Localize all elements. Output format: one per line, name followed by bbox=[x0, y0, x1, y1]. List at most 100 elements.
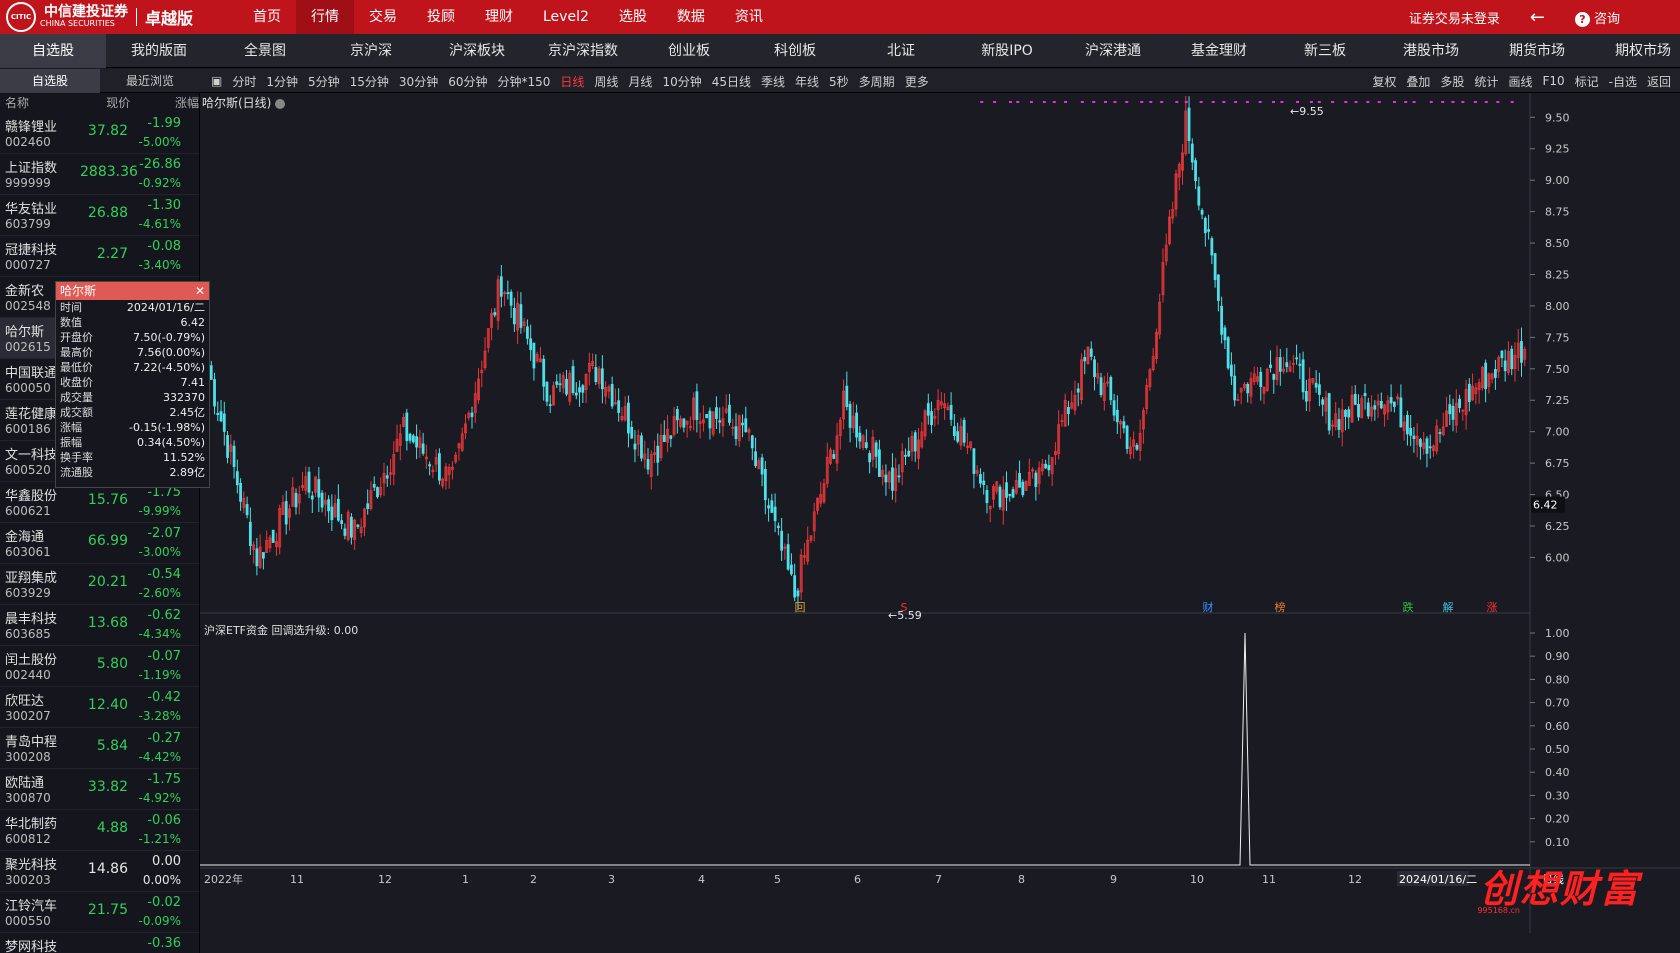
top-nav-item[interactable]: 资讯 bbox=[734, 9, 763, 25]
market-tab[interactable]: 科创板 bbox=[774, 43, 816, 59]
price-tick-label: 6.75 bbox=[1545, 457, 1570, 470]
list-item[interactable]: 中国联通 600050 bbox=[0, 359, 199, 400]
brand-logo[interactable]: CITIC 中信建投证券 CHINA SECURITIES 卓越版 bbox=[0, 0, 193, 34]
candle-body bbox=[643, 453, 647, 460]
market-tab[interactable]: 京沪深指数 bbox=[548, 43, 618, 59]
login-status[interactable]: 证券交易未登录 bbox=[1408, 11, 1500, 27]
top-nav-item[interactable]: Level2 bbox=[543, 9, 589, 25]
period-option[interactable]: 15分钟 bbox=[349, 74, 389, 89]
candle-body bbox=[731, 427, 735, 429]
kline-chart[interactable]: 哈尔斯(日线) 9.50 9.25 9.00 8.75 8.50 8.25 8.00 7.75 7… bbox=[200, 93, 1680, 953]
chart-tool-button[interactable]: 画线 bbox=[1508, 74, 1533, 89]
period-option[interactable]: 60分钟 bbox=[448, 74, 488, 89]
list-item[interactable]: 华鑫股份 600621 15.76 -1.75 -9.99% bbox=[0, 482, 199, 523]
market-tab[interactable]: 新三板 bbox=[1304, 43, 1346, 59]
period-option[interactable]: 年线 bbox=[795, 74, 820, 89]
chart-tool-button[interactable]: 叠加 bbox=[1406, 74, 1431, 89]
signal-dot bbox=[1354, 101, 1358, 103]
chart-tool-button[interactable]: -自选 bbox=[1608, 74, 1637, 89]
chart-tool-button[interactable]: 复权 bbox=[1372, 74, 1397, 89]
list-item[interactable]: 赣锋锂业 002460 37.82 -1.99 -5.00% bbox=[0, 113, 199, 154]
candle-body bbox=[346, 511, 350, 540]
market-tab[interactable]: 沪深板块 bbox=[449, 43, 505, 59]
market-tab[interactable]: 我的版面 bbox=[131, 43, 187, 59]
price-tick-label: 8.75 bbox=[1545, 206, 1570, 219]
candle-body bbox=[607, 386, 611, 392]
market-tab[interactable]: 期权市场 bbox=[1615, 43, 1671, 59]
chart-tool-button[interactable]: 多股 bbox=[1440, 74, 1465, 89]
period-option[interactable]: 30分钟 bbox=[398, 74, 439, 89]
period-option[interactable]: 1分钟 bbox=[266, 74, 298, 89]
list-item[interactable]: 江铃汽车 000550 21.75 -0.02 -0.09% bbox=[0, 892, 199, 933]
candle-body bbox=[1516, 342, 1520, 358]
period-option[interactable]: 5秒 bbox=[829, 74, 849, 89]
top-nav-item[interactable]: 投顾 bbox=[427, 9, 455, 25]
list-item[interactable]: 上证指数 999999 2883.36 -26.86 -0.92% bbox=[0, 154, 199, 195]
market-tab[interactable]: 全景图 bbox=[244, 43, 286, 59]
period-option[interactable]: 季线 bbox=[761, 74, 786, 89]
stock-code: 603685 bbox=[5, 627, 51, 641]
list-item[interactable]: 聚光科技 300203 14.86 0.00 0.00% bbox=[0, 851, 199, 892]
market-tab[interactable]: 基金理财 bbox=[1191, 43, 1247, 59]
market-tab[interactable]: 自选股 bbox=[0, 34, 106, 68]
market-tab[interactable]: 新股IPO bbox=[981, 43, 1033, 59]
period-option[interactable]: 日线 bbox=[560, 74, 585, 89]
chart-tool-button[interactable]: F10 bbox=[1542, 74, 1565, 88]
list-item[interactable]: 欧陆通 300870 33.82 -1.75 -4.92% bbox=[0, 769, 199, 810]
market-tab[interactable]: 京沪深 bbox=[350, 43, 392, 59]
list-item[interactable]: 晨丰科技 603685 13.68 -0.62 -4.34% bbox=[0, 605, 199, 646]
period-option[interactable]: 分钟*150 bbox=[497, 74, 551, 89]
period-option[interactable]: 多周期 bbox=[858, 74, 895, 89]
period-option[interactable]: 周线 bbox=[594, 74, 619, 89]
top-nav-item[interactable]: 行情 bbox=[296, 0, 354, 34]
tooltip-key: 最高价 bbox=[60, 346, 93, 359]
candle-body bbox=[470, 412, 474, 417]
market-tab[interactable]: 沪深港通 bbox=[1085, 43, 1141, 59]
candle-body bbox=[1311, 377, 1315, 383]
list-item[interactable]: 华友钴业 603799 26.88 -1.30 -4.61% bbox=[0, 195, 199, 236]
top-nav-item[interactable]: 理财 bbox=[485, 9, 513, 25]
period-option[interactable]: 月线 bbox=[628, 74, 653, 89]
period-option[interactable]: 10分钟 bbox=[662, 74, 702, 89]
list-subtab[interactable]: 自选股 bbox=[0, 69, 100, 93]
list-subtab[interactable]: 最近浏览 bbox=[125, 74, 174, 88]
col-change[interactable]: 涨幅 bbox=[174, 96, 199, 110]
top-nav-item[interactable]: 数据 bbox=[676, 9, 705, 25]
list-item[interactable]: 冠捷科技 000727 2.27 -0.08 -3.40% bbox=[0, 236, 199, 277]
chart-area[interactable]: 哈尔斯(日线) 9.50 9.25 9.00 8.75 8.50 8.25 8.00 7.75 7… bbox=[200, 93, 1680, 953]
list-item[interactable]: 青岛中程 300208 5.84 -0.27 -4.42% bbox=[0, 728, 199, 769]
list-item[interactable]: 闰土股份 002440 5.80 -0.07 -1.19% bbox=[0, 646, 199, 687]
panel-toggle-icon[interactable]: ▣ bbox=[211, 74, 223, 88]
chart-tool-button[interactable]: 统计 bbox=[1474, 74, 1499, 89]
list-item[interactable]: 梦网科技 -0.36 bbox=[0, 933, 199, 953]
candle-body bbox=[620, 415, 624, 421]
col-name[interactable]: 名称 bbox=[5, 96, 30, 110]
period-option[interactable]: 分时 bbox=[232, 74, 257, 89]
period-option[interactable]: 更多 bbox=[904, 74, 929, 89]
market-tab[interactable]: 期货市场 bbox=[1509, 43, 1565, 59]
chart-tool-button[interactable]: 标记 bbox=[1574, 74, 1599, 89]
event-marker: 跌 bbox=[1403, 600, 1414, 614]
back-arrow-icon[interactable]: ← bbox=[1529, 6, 1545, 28]
list-item[interactable]: 欣旺达 300207 12.40 -0.42 -3.28% bbox=[0, 687, 199, 728]
top-nav-item[interactable]: 首页 bbox=[253, 9, 281, 25]
candle-body bbox=[718, 420, 722, 423]
list-item[interactable]: 亚翔集成 603929 20.21 -0.54 -2.60% bbox=[0, 564, 199, 605]
market-tab[interactable]: 北证 bbox=[887, 43, 915, 59]
col-price[interactable]: 现价 bbox=[106, 96, 131, 110]
close-icon[interactable]: ✕ bbox=[194, 284, 205, 298]
list-item[interactable]: 金海通 603061 66.99 -2.07 -3.00% bbox=[0, 523, 199, 564]
top-nav-item[interactable]: 交易 bbox=[369, 9, 397, 25]
candle-body bbox=[535, 354, 539, 362]
market-tab[interactable]: 港股市场 bbox=[1403, 43, 1459, 59]
period-option[interactable]: 45日线 bbox=[711, 74, 751, 89]
consult-button[interactable]: ? 咨询 bbox=[1574, 8, 1650, 27]
stock-name: 赣锋锂业 bbox=[5, 120, 58, 135]
chart-tool-button[interactable]: 返回 bbox=[1646, 74, 1671, 89]
period-option[interactable]: 5分钟 bbox=[308, 74, 340, 89]
list-item[interactable]: 华北制药 600812 4.88 -0.06 -1.21% bbox=[0, 810, 199, 851]
market-tab[interactable]: 创业板 bbox=[668, 43, 710, 59]
candle-body bbox=[760, 457, 764, 475]
candle-body bbox=[998, 486, 1002, 508]
top-nav-item[interactable]: 选股 bbox=[618, 9, 647, 25]
